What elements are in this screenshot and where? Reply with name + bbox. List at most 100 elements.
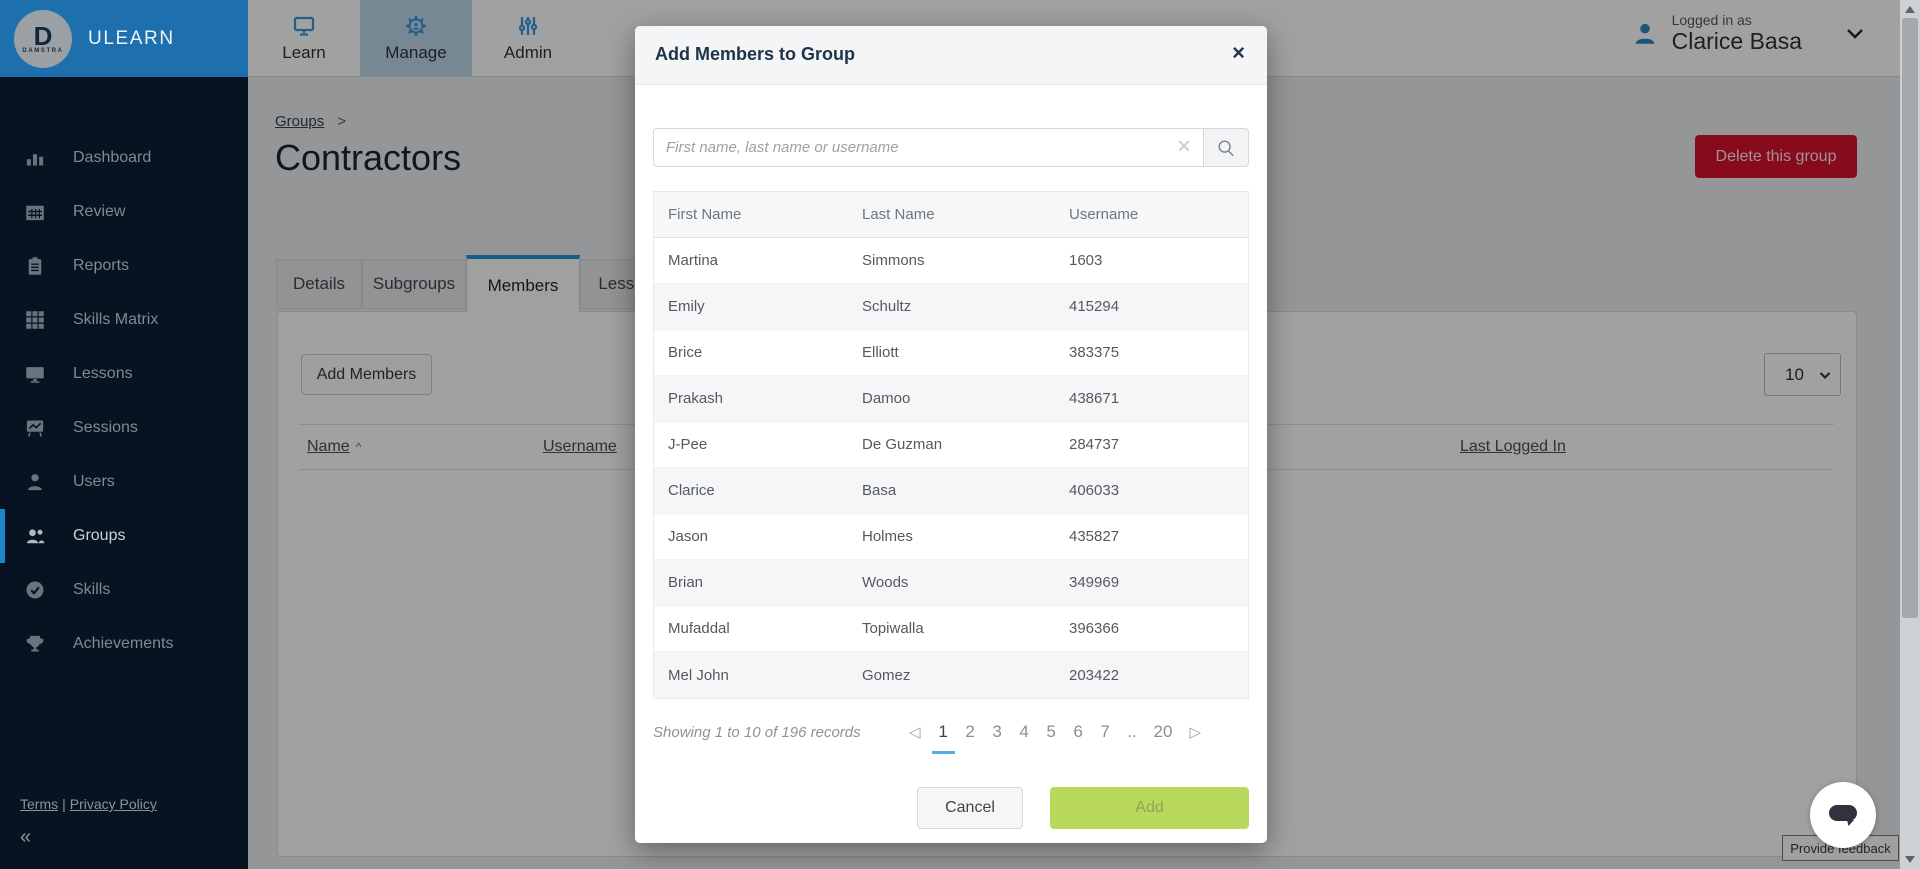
cell-first-name: Mel John [668, 666, 729, 684]
monitor-icon [26, 367, 44, 383]
sidebar-item-achievements[interactable]: Achievements [0, 617, 248, 671]
table-row[interactable]: Brice Elliott 383375 [654, 330, 1248, 376]
sidebar-item-skills[interactable]: Skills [0, 563, 248, 617]
search-icon [1218, 139, 1234, 156]
pagination-prev-icon[interactable]: ◁ [909, 724, 921, 741]
user-icon [28, 474, 42, 491]
table-row[interactable]: Emily Schultz 415294 [654, 284, 1248, 330]
tab-details[interactable]: Details [276, 259, 362, 309]
nav-tab-label: Manage [385, 43, 447, 62]
column-header-last-logged-in[interactable]: Last Logged In [1460, 438, 1566, 456]
sidebar-item-reports[interactable]: Reports [0, 239, 248, 293]
scroll-up-arrow-icon[interactable] [1905, 6, 1915, 13]
sidebar-item-sessions[interactable]: Sessions [0, 401, 248, 455]
sidebar-item-lessons[interactable]: Lessons [0, 347, 248, 401]
pagination-next-icon[interactable]: ▷ [1189, 724, 1202, 741]
clear-search-icon[interactable]: × [1176, 133, 1191, 160]
terms-link[interactable]: Terms [20, 796, 59, 812]
cell-last-name: Holmes [862, 528, 913, 545]
add-button[interactable]: Add [1050, 787, 1249, 829]
nav-tab-manage[interactable]: Manage [360, 0, 472, 77]
page-scrollbar[interactable] [1900, 0, 1920, 869]
column-header-name[interactable]: Name ^ [307, 438, 361, 456]
learn-monitor-icon [293, 16, 315, 36]
tab-members[interactable]: Members [466, 255, 580, 312]
scroll-down-arrow-icon[interactable] [1905, 856, 1915, 863]
sidebar-item-groups[interactable]: Groups [0, 509, 248, 563]
current-user-name: Clarice Basa [1671, 28, 1802, 54]
page-button-7[interactable]: 7 [1100, 722, 1110, 741]
sidebar-item-review[interactable]: Review [0, 185, 248, 239]
add-members-button[interactable]: Add Members [301, 354, 432, 395]
column-label: Last Logged In [1460, 438, 1566, 455]
cancel-button[interactable]: Cancel [917, 787, 1023, 829]
scrollbar-thumb[interactable] [1902, 18, 1918, 618]
cell-last-name: Elliott [862, 344, 899, 361]
cell-last-name: Schultz [862, 298, 912, 315]
sidebar-footer: Terms | Privacy Policy « [20, 796, 157, 849]
sidebar-item-skills-matrix[interactable]: Skills Matrix [0, 293, 248, 347]
cell-username: 415294 [1069, 298, 1120, 315]
sidebar-item-label: Reports [73, 257, 130, 274]
cell-first-name: J-Pee [668, 436, 708, 453]
cell-last-name: Damoo [862, 390, 911, 407]
table-row[interactable]: Prakash Damoo 438671 [654, 376, 1248, 422]
table-row[interactable]: Jason Holmes 435827 [654, 514, 1248, 560]
damstra-logo: D DAMSTRA [14, 9, 72, 68]
cell-username: 349969 [1069, 574, 1120, 591]
cell-first-name: Martina [668, 252, 719, 269]
table-row[interactable]: J-Pee De Guzman 284737 [654, 422, 1248, 468]
page-button-1[interactable]: 1 [931, 718, 955, 754]
check-circle-icon [26, 581, 44, 599]
nav-tab-admin[interactable]: Admin [472, 0, 584, 77]
page-button-3[interactable]: 3 [992, 722, 1002, 741]
table-row[interactable]: Brian Woods 349969 [654, 560, 1248, 606]
cell-last-name: Topiwalla [862, 620, 924, 637]
results-footer: Showing 1 to 10 of 196 records ◁ 1 2 3 4… [653, 710, 1249, 754]
tab-subgroups[interactable]: Subgroups [362, 259, 466, 309]
admin-sliders-icon [518, 17, 538, 35]
tab-label: Subgroups [372, 274, 456, 293]
search-button[interactable] [1203, 128, 1249, 167]
cell-username: 1603 [1069, 252, 1103, 269]
column-header-username[interactable]: Username [543, 438, 617, 456]
nav-tab-learn[interactable]: Learn [248, 0, 360, 77]
page-button-6[interactable]: 6 [1073, 722, 1083, 741]
sidebar-item-users[interactable]: Users [0, 455, 248, 509]
close-icon[interactable]: × [1232, 40, 1245, 65]
modal-header: Add Members to Group × [635, 26, 1267, 85]
page-title: Contractors [275, 137, 462, 178]
page-button-2[interactable]: 2 [965, 722, 975, 741]
table-row[interactable]: Martina Simmons 1603 [654, 238, 1248, 284]
logo-wordmark: DAMSTRA [22, 47, 64, 54]
sidebar-collapse-icon[interactable]: « [20, 826, 32, 848]
delete-group-button[interactable]: Delete this group [1695, 135, 1857, 178]
user-menu[interactable]: Logged in as Clarice Basa [1632, 12, 1866, 55]
member-search: × [653, 128, 1249, 167]
nav-tab-label: Admin [503, 43, 553, 62]
breadcrumb-separator: > [337, 113, 347, 130]
modal-title: Add Members to Group [655, 44, 856, 64]
nav-tab-label: Learn [282, 43, 326, 62]
chat-widget-button[interactable] [1810, 782, 1876, 848]
cell-username: 435827 [1069, 528, 1120, 545]
page-button-20[interactable]: 20 [1153, 722, 1173, 741]
sidebar-item-label: Dashboard [73, 149, 152, 166]
cell-last-name: Simmons [862, 252, 925, 269]
search-results-table: First Name Last Name Username Martina Si… [653, 191, 1249, 699]
privacy-policy-link[interactable]: Privacy Policy [69, 796, 157, 812]
sidebar-item-dashboard[interactable]: Dashboard [0, 131, 248, 185]
user-avatar-icon [1635, 23, 1654, 44]
breadcrumb-groups-link[interactable]: Groups [275, 113, 325, 130]
sidebar-item-label: Skills [73, 581, 111, 598]
search-input[interactable] [653, 128, 1203, 167]
table-row[interactable]: Mel John Gomez 203422 [654, 652, 1248, 698]
page-button-5[interactable]: 5 [1046, 722, 1056, 741]
cell-username: 383375 [1069, 344, 1120, 361]
logo-letter: D [33, 20, 53, 51]
table-row[interactable]: Mufaddal Topiwalla 396366 [654, 606, 1248, 652]
table-row[interactable]: Clarice Basa 406033 [654, 468, 1248, 514]
chevron-down-icon[interactable] [1844, 23, 1866, 45]
per-page-select[interactable]: 10 [1764, 353, 1841, 396]
page-button-4[interactable]: 4 [1019, 722, 1029, 741]
